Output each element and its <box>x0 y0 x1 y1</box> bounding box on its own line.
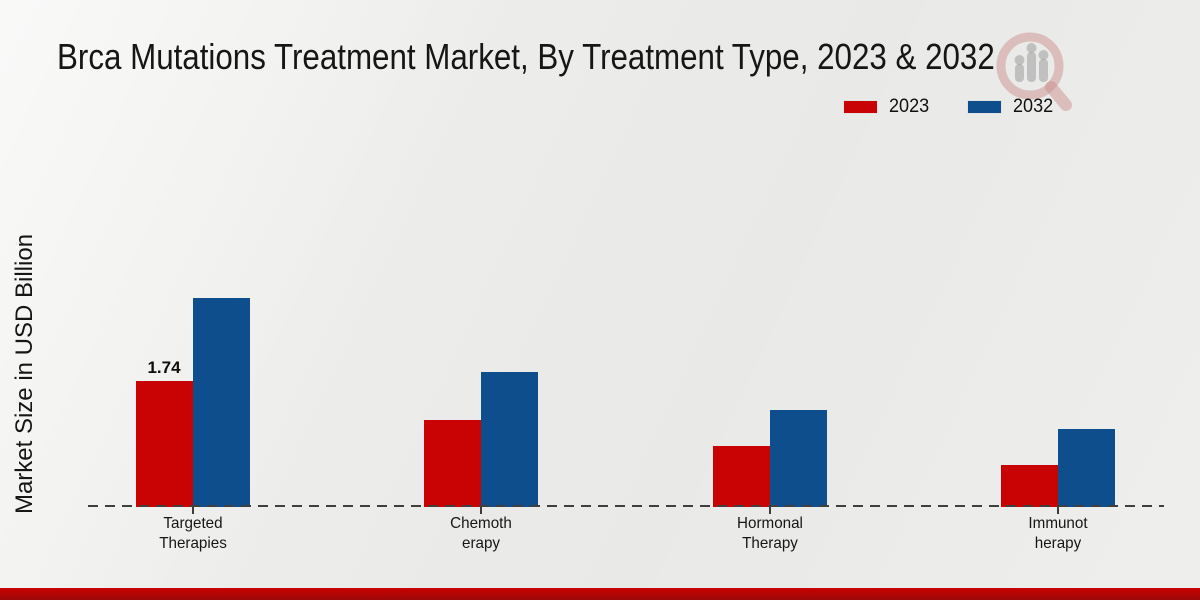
legend: 2023 2032 <box>843 96 1056 118</box>
bar-2032-2 <box>481 372 538 507</box>
x-category-label: Immunot herapy <box>1028 515 1088 552</box>
x-axis-baseline <box>88 505 1164 507</box>
legend-swatch-2023 <box>843 100 878 114</box>
legend-item-2032: 2032 <box>967 96 1055 118</box>
bar-value-label: 1.74 <box>147 358 181 377</box>
legend-swatch-2032 <box>967 100 1003 114</box>
x-axis-tick <box>768 507 771 514</box>
x-category-label: Targeted Therapies <box>158 515 227 552</box>
x-category-label: Hormonal Therapy <box>736 515 803 552</box>
bar-2023-1 <box>135 381 193 507</box>
bar-2023-4 <box>1001 465 1058 507</box>
chart-title: Brca Mutations Treatment Market, By Trea… <box>57 36 995 77</box>
legend-label-2023: 2023 <box>889 96 930 117</box>
x-axis-tick <box>191 507 194 514</box>
y-axis-label: Market Size in USD Billion <box>11 233 38 515</box>
x-axis-tick <box>1057 507 1059 514</box>
x-axis-tick <box>480 507 482 514</box>
bar-2023-2 <box>424 420 481 507</box>
bar-2032-3 <box>769 410 827 507</box>
bar-2032-4 <box>1058 429 1115 507</box>
bar-2023-3 <box>712 446 770 507</box>
footer-accent-bar <box>0 588 1200 600</box>
bar-2032-1 <box>192 298 250 507</box>
legend-label-2032: 2032 <box>1013 96 1054 117</box>
legend-item-2023: 2023 <box>843 96 931 118</box>
magnifier-barchart-watermark-icon <box>996 32 1072 111</box>
x-category-label: Chemoth erapy <box>450 515 512 552</box>
